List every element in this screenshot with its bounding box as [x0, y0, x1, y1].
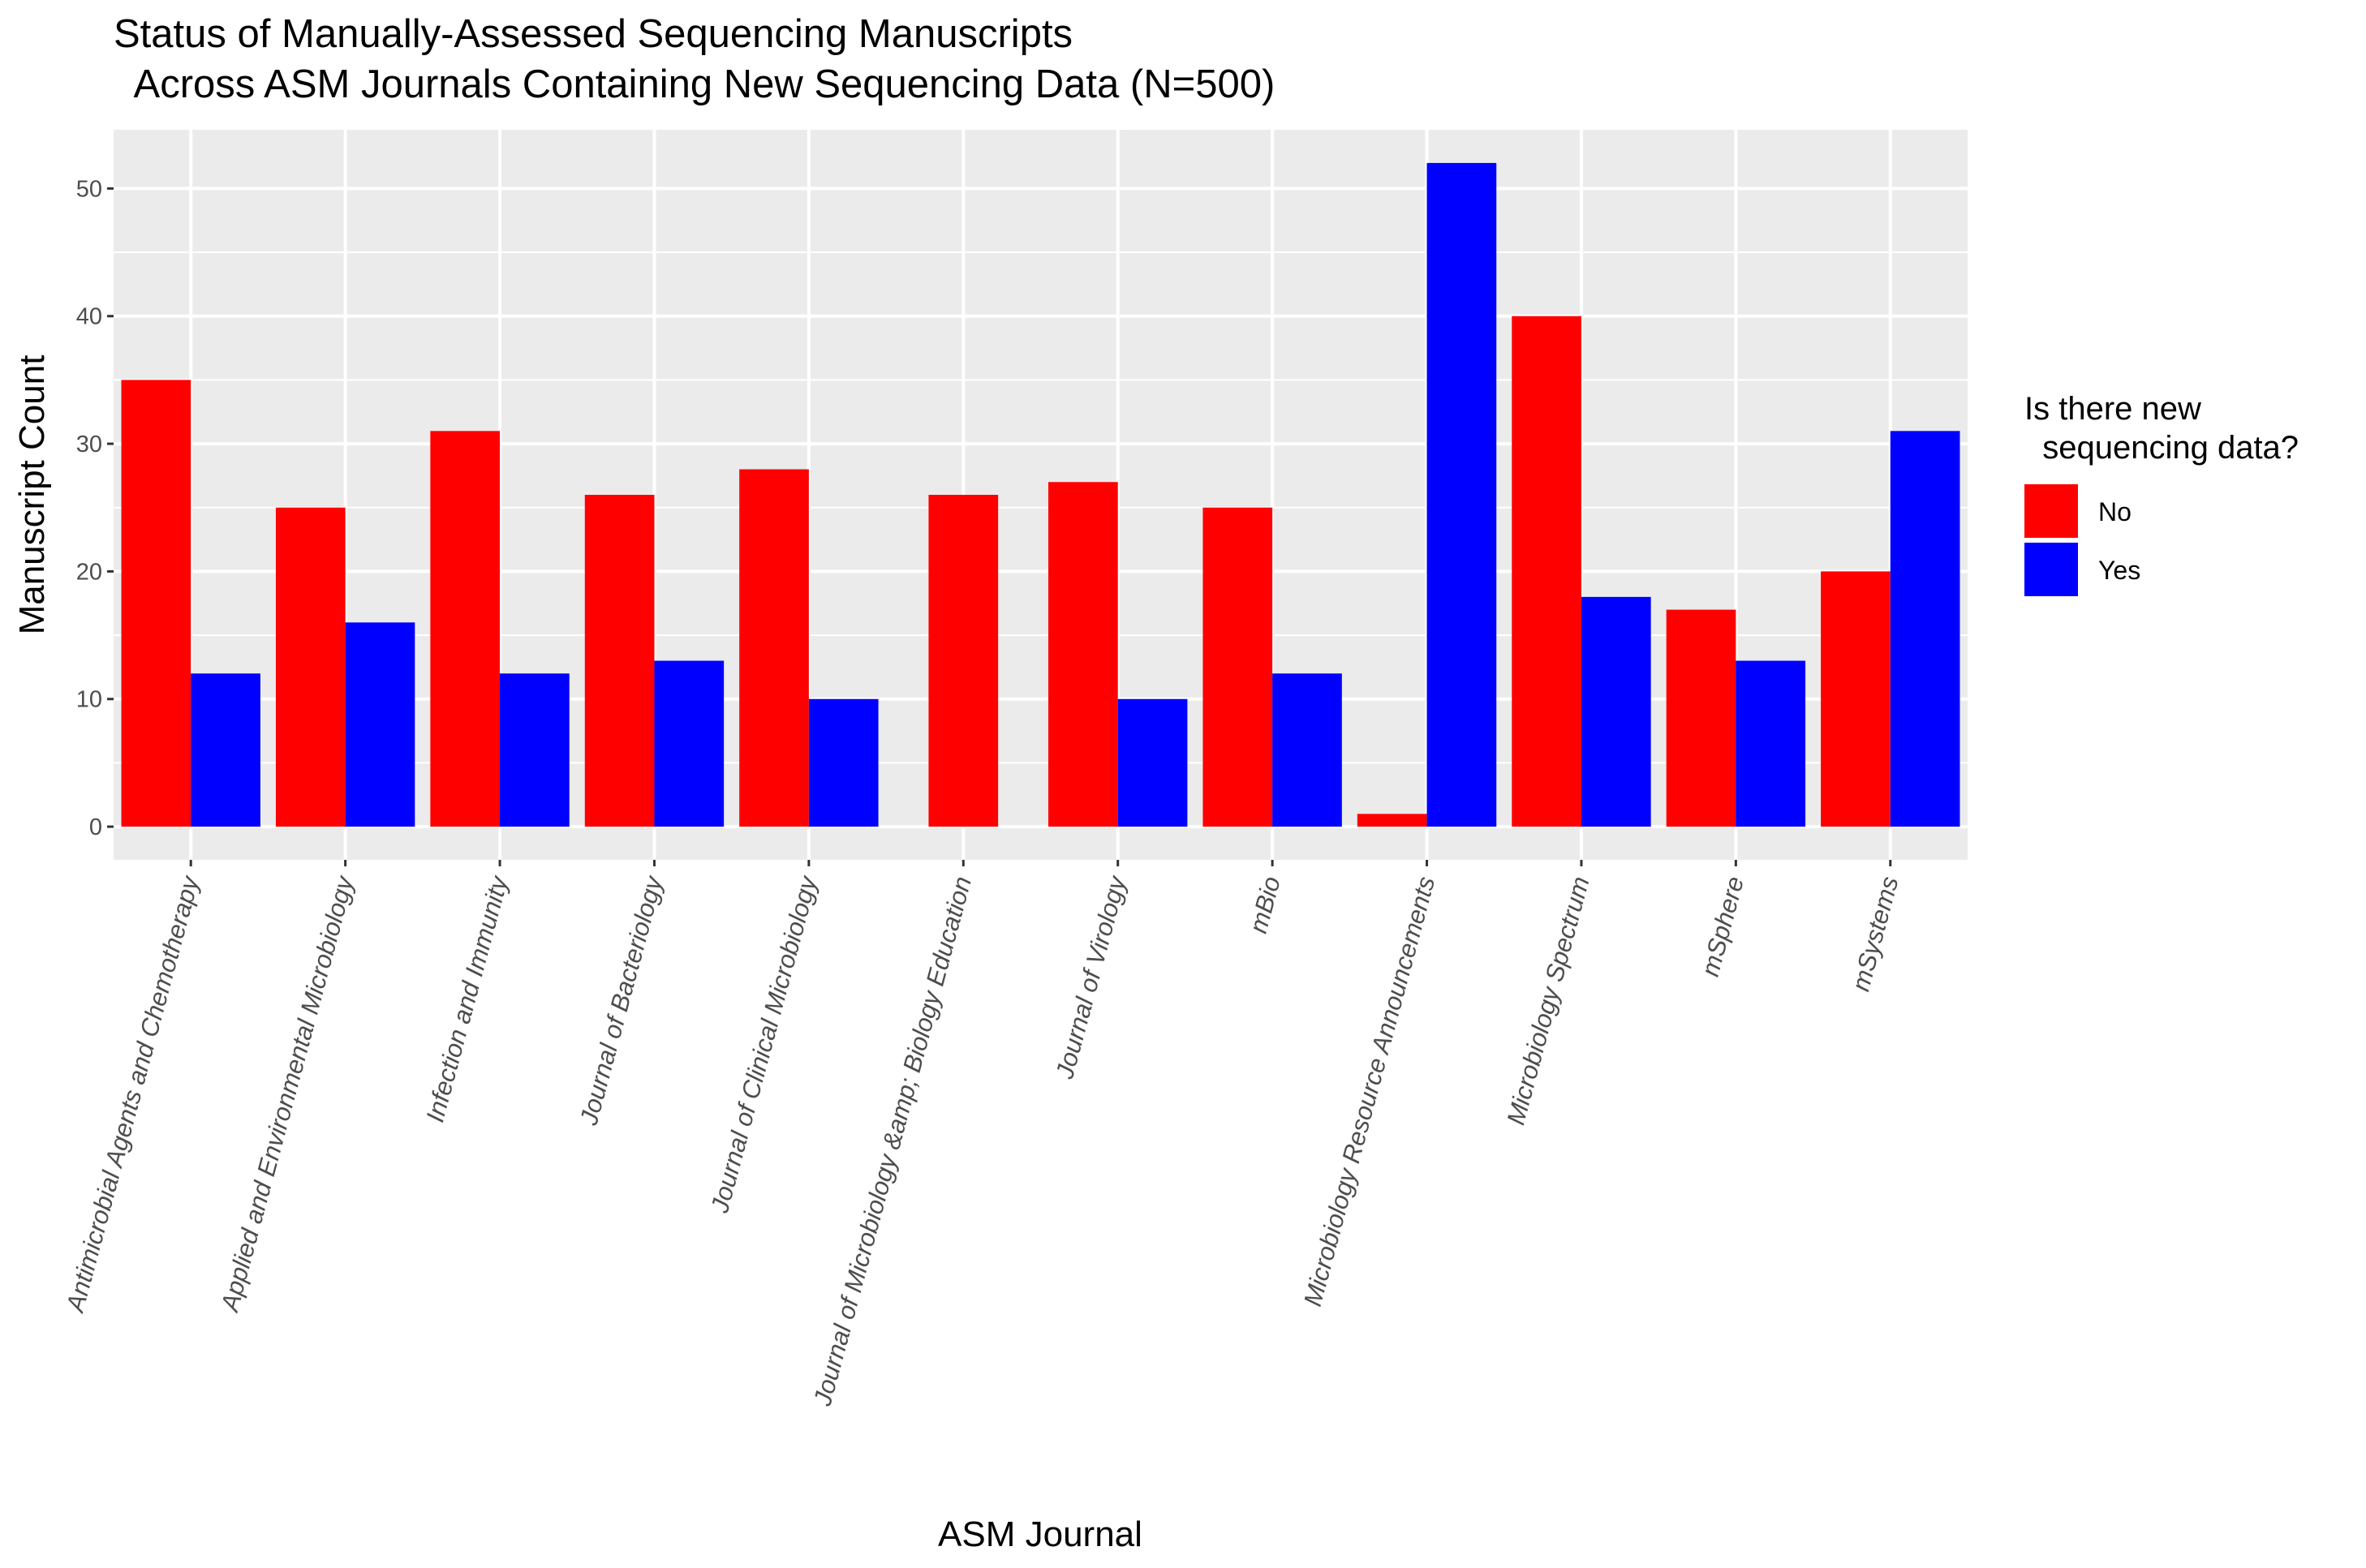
y-axis: 0 10 20 30 40 50	[76, 176, 114, 840]
legend: Is there new sequencing data? No Yes	[2024, 391, 2299, 596]
legend-title-line-1: Is there new	[2024, 391, 2201, 427]
bar-yes	[1272, 673, 1342, 827]
y-tick-label: 50	[76, 176, 102, 202]
chart-title-line-2: Across ASM Journals Containing New Seque…	[114, 62, 1275, 106]
y-axis-title: Manuscript Count	[12, 355, 52, 635]
bar-no	[1821, 571, 1891, 827]
bar-no	[928, 495, 999, 827]
bar-no	[430, 431, 501, 827]
bar-yes	[1117, 698, 1188, 827]
bar-yes	[808, 698, 879, 827]
y-tick-label: 30	[76, 432, 102, 458]
bars-group	[121, 162, 1960, 827]
y-tick-label: 0	[89, 814, 102, 840]
bar-yes	[1426, 162, 1497, 827]
bar-yes	[1890, 431, 1960, 827]
plot-panel	[114, 130, 1968, 860]
legend-key-no	[2024, 484, 2078, 538]
bar-yes	[654, 660, 725, 827]
bar-yes	[500, 673, 570, 827]
bar-no	[1202, 507, 1273, 827]
bar-no	[1048, 482, 1118, 827]
bar-no	[584, 495, 655, 827]
bar-no	[1512, 316, 1581, 827]
y-tick-label: 40	[76, 304, 102, 330]
bar-no	[121, 380, 191, 827]
x-axis-title: ASM Journal	[938, 1514, 1142, 1554]
y-tick-label: 10	[76, 687, 102, 713]
bar-no	[1357, 814, 1427, 827]
chart-title-line-1: Status of Manually-Assessed Sequencing M…	[114, 12, 1073, 56]
bar-no	[739, 469, 809, 827]
legend-title-line-2: sequencing data?	[2024, 430, 2299, 466]
bar-yes	[1736, 660, 1806, 827]
bar-yes	[345, 622, 415, 827]
bar-yes	[191, 673, 260, 827]
legend-key-yes	[2024, 543, 2078, 596]
bar-no	[275, 507, 346, 827]
y-tick-label: 20	[76, 559, 102, 585]
bar-no	[1666, 609, 1736, 827]
legend-label-no: No	[2098, 497, 2132, 526]
bar-yes	[1581, 596, 1651, 827]
legend-label-yes: Yes	[2098, 556, 2140, 585]
